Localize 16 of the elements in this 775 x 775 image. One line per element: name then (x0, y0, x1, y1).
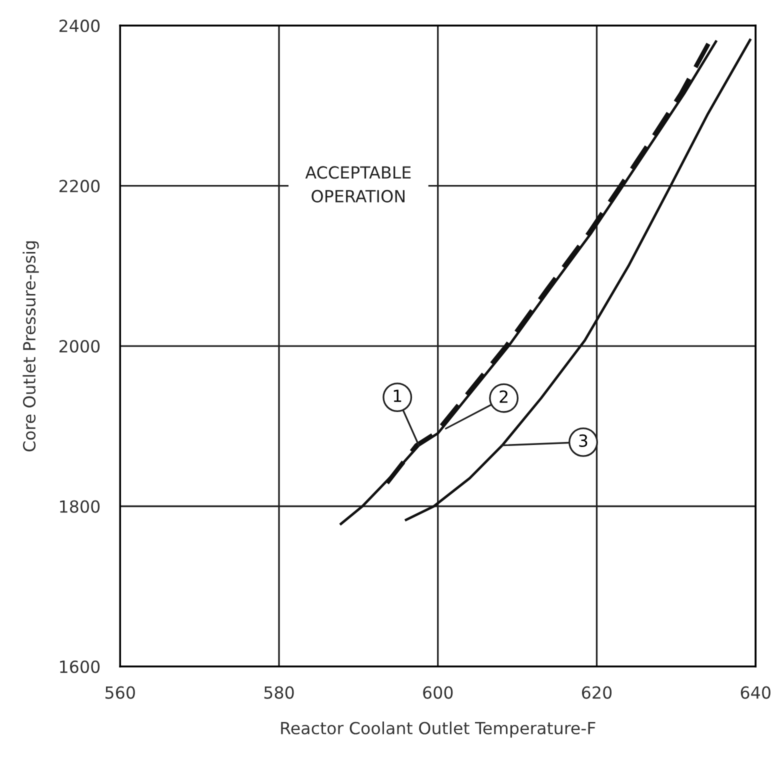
x-tick-label: 640 (740, 686, 770, 699)
y-tick-label: 2400 (59, 20, 100, 32)
y-tick-label: 1800 (60, 500, 100, 513)
y-axis-title: Core Outlet Pressure-psig (22, 241, 39, 452)
y-tick-label: 1600 (60, 660, 100, 674)
annotation: 1 (394, 390, 402, 402)
annotation: ACCEPTABLE OPERATION (305, 166, 411, 203)
y-tick-label: 2200 (59, 180, 100, 192)
x-tick-label: 560 (106, 686, 135, 699)
x-tick-label: 600 (423, 686, 453, 699)
x-tick-label: 620 (582, 686, 612, 699)
x-axis-title: Reactor Coolant Outlet Temperature-F (281, 722, 596, 738)
y-tick-label: 2000 (59, 340, 100, 353)
annotation: 3 (579, 434, 588, 448)
x-tick-label: 580 (264, 686, 294, 699)
annotation: 2 (500, 390, 508, 403)
